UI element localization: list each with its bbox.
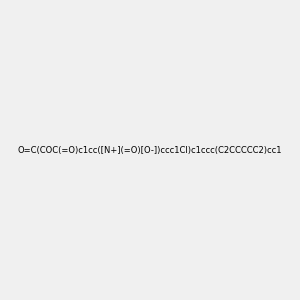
Text: O=C(COC(=O)c1cc([N+](=O)[O-])ccc1Cl)c1ccc(C2CCCCC2)cc1: O=C(COC(=O)c1cc([N+](=O)[O-])ccc1Cl)c1cc… [18, 146, 282, 154]
